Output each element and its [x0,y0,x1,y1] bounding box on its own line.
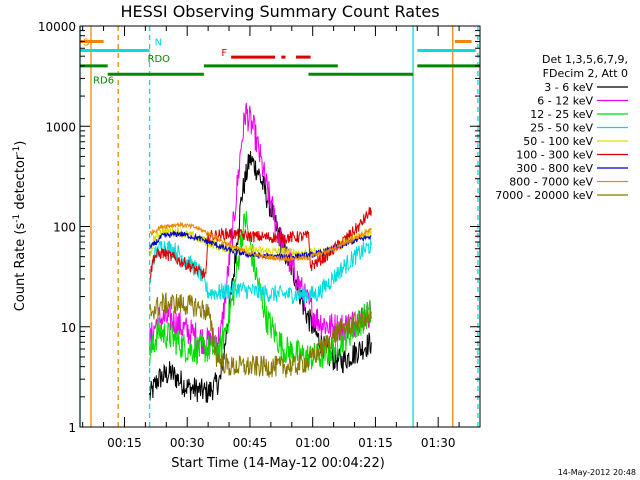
legend-label-100-300-kev: 100 - 300 keV [516,149,593,162]
legend-label-7000-20000-kev: 7000 - 20000 keV [495,189,593,202]
legend-label-25-50-kev: 25 - 50 keV [530,122,593,135]
legend-label-50-100-kev: 50 - 100 keV [523,135,593,148]
series-line-7000-20000-kev [149,292,372,378]
flag-label-rd6: RD6 [93,75,114,86]
legend-label-6-12-kev: 6 - 12 keV [537,95,593,108]
series-line-800-7000-kev [149,222,372,263]
y-tick-label: 10 [61,321,76,335]
y-axis-label: Count Rate (s-1 detector-1) [12,141,28,312]
y-axis-label-exponent-2: -1 [12,146,22,155]
series-line-100-300-kev [149,207,372,284]
x-tick-label: 00:30 [170,436,205,450]
legend-label-12-25-kev: 12 - 25 keV [530,108,593,121]
y-axis-label-prefix: Count Rate (s [13,223,28,312]
legend-label-300-800-kev: 300 - 800 keV [516,162,593,175]
y-tick-label: 10000 [38,20,76,34]
legend: Det 1,3,5,6,7,9, FDecim 2, Att 0 3 - 6 k… [495,53,628,202]
x-axis-label: Start Time (14-May-12 00:04:22) [171,456,385,471]
series-line-25-50-kev [149,239,372,305]
y-tick-label: 1000 [45,120,76,134]
flag-label-n: N [155,38,162,49]
x-tick-label: 00:15 [107,436,142,450]
y-tick-label: 100 [53,221,76,235]
x-tick-label: 01:30 [421,436,456,450]
flag-label-f: F [221,48,227,59]
series-layer [149,102,372,403]
flag-label-rdo: RDO [148,54,171,65]
x-tick-label: 01:15 [358,436,393,450]
legend-label-800-7000-kev: 800 - 7000 keV [509,176,593,189]
series-line-3-6-kev [149,151,372,403]
x-tick-label: 00:45 [233,436,268,450]
y-axis-label-suffix: ) [13,141,28,146]
y-axis-label-exponent-1: -1 [12,214,22,223]
footer-timestamp: 14-May-2012 20:48 [558,468,636,477]
legend-label-3-6-kev: 3 - 6 keV [544,81,593,94]
y-axis-label-middle: detector [13,154,28,214]
chart-title: HESSI Observing Summary Count Rates [120,2,439,21]
legend-header-detectors: Det 1,3,5,6,7,9, [542,53,628,66]
flag-label-s: S [83,38,89,49]
y-tick-label: 1 [68,421,76,435]
legend-header-decimation: FDecim 2, Att 0 [543,67,628,80]
x-tick-label: 01:00 [295,436,330,450]
axis-layer: 1 10 100 1000 10000 00:15 00:30 00:45 01:00 01:15… [38,20,481,450]
